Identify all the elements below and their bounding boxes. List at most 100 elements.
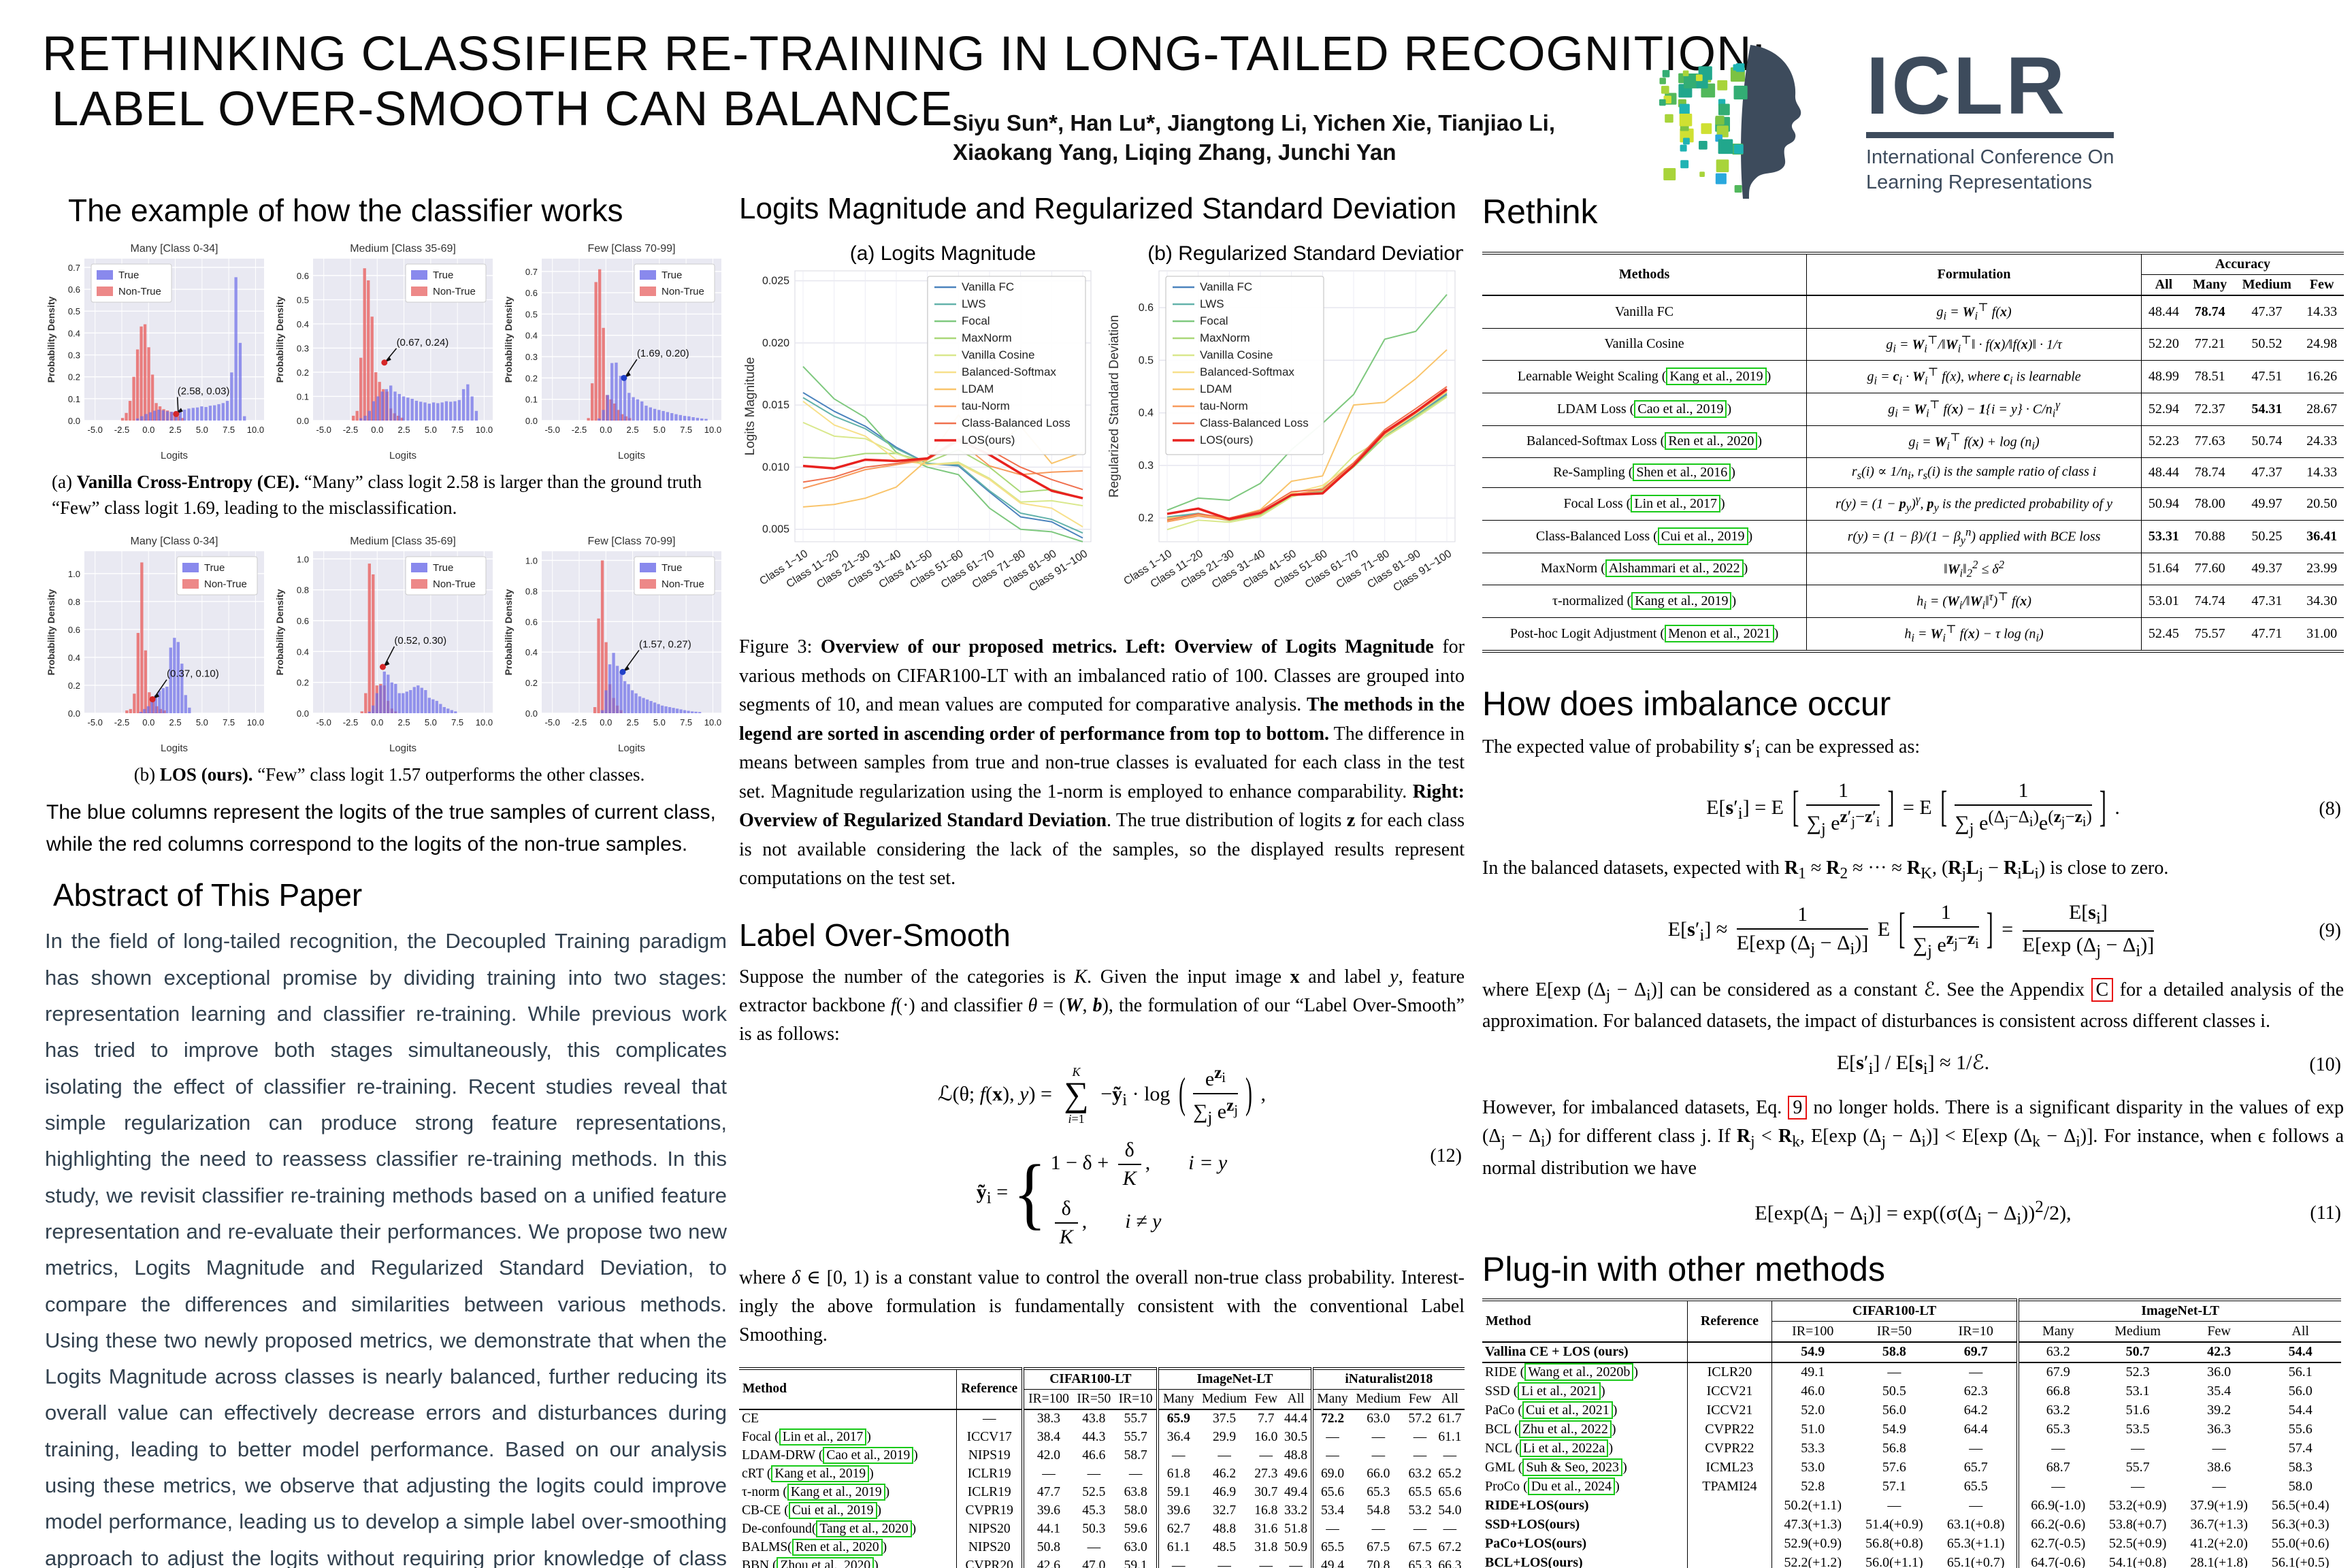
svg-text:0.8: 0.8 — [68, 596, 80, 606]
table-cell — [1686, 1553, 1772, 1568]
table-cell: RIDE+LOS(ours) — [1485, 1498, 1589, 1514]
svg-text:0.0: 0.0 — [68, 416, 80, 426]
table-cell: — — [2016, 1477, 2097, 1497]
svg-text:0.0: 0.0 — [525, 708, 538, 719]
table-cell: 46.0 — [1771, 1382, 1854, 1401]
right-column: Rethink Methods Formulation Accuracy All Man… — [1482, 192, 2344, 1568]
svg-text:5.0: 5.0 — [425, 425, 437, 435]
table-row: SSD (Li et al., 2021) ICCV21 46.0 50.5 62.3 6… — [1482, 1382, 2341, 1401]
svg-text:-5.0: -5.0 — [316, 425, 331, 435]
table-cell: 50.9 — [1284, 1540, 1308, 1555]
table-cell: — — [1969, 1441, 1983, 1456]
table-cell: 65.6 — [1310, 1483, 1352, 1502]
table-cell: Class-Balanced Loss (Cui et al., 2019) — [1482, 519, 1807, 553]
table-cell: gi = ci · Wi⊤ f(x), where ci is learnabl… — [1806, 360, 2142, 393]
histogram-chart: 0.0 0.2 0.4 0.6 0.8 1.0 -5.0 -2.5 0.0 2.5 5.0 7.5 10… — [503, 536, 721, 754]
table-cell: 53.8(+0.7) — [2108, 1517, 2167, 1533]
table-cell: 77.60 — [2185, 552, 2234, 585]
svg-text:2.5: 2.5 — [169, 425, 182, 435]
table-cell: CVPR22 — [1686, 1439, 1772, 1458]
table-cell: 55.7 — [2125, 1460, 2150, 1475]
table-cell: — — [1443, 1522, 1457, 1537]
svg-text:(1.57, 0.27): (1.57, 0.27) — [639, 638, 691, 650]
table-cell: 20.50 — [2300, 487, 2344, 521]
table-cell: 30.5 — [1284, 1430, 1308, 1445]
svg-text:Few [Class 70-99]: Few [Class 70-99] — [588, 243, 676, 255]
table-cell: — — [2131, 1479, 2145, 1494]
table-cell: 72.37 — [2185, 392, 2234, 426]
plugin-table: Method Reference CIFAR100-LT ImageNet-LT IR=… — [1482, 1298, 2341, 1568]
table-cell: SSD (Li et al., 2021) — [1485, 1382, 1605, 1401]
svg-text:LDAM: LDAM — [962, 382, 994, 395]
equation-12-loss: ℒ(θ; f(x), y) = K ∑ i=1 −ỹi · log (ezi ∑j e… — [937, 1063, 1267, 1127]
table-row: Balanced-Softmax Loss (Ren et al., 2020)… — [1482, 425, 2344, 458]
table-cell: 54.0 — [1438, 1503, 1462, 1518]
table-cell: NIPS20 — [956, 1520, 1024, 1539]
table-row: cRT (Kang et al., 2019) ICLR19— — —61.8 46.2… — [739, 1465, 1465, 1484]
table-cell: 53.5 — [2125, 1422, 2150, 1437]
table-cell: 47.0 — [1082, 1558, 1106, 1568]
table-cell: cRT (Kang et al., 2019) — [742, 1465, 874, 1483]
svg-text:0.8: 0.8 — [525, 586, 538, 596]
table-cell: NCL (Li et al., 2022a) — [1485, 1439, 1614, 1458]
table-cell: ICCV21 — [1686, 1382, 1772, 1401]
table-cell: 54.9 — [1771, 1341, 1854, 1363]
table-cell: 41.2(+2.0) — [2190, 1536, 2248, 1552]
svg-text:0.015: 0.015 — [762, 399, 789, 411]
svg-text:(a) Logits Magnitude: (a) Logits Magnitude — [850, 242, 1036, 265]
svg-text:7.5: 7.5 — [680, 425, 692, 435]
table-cell: 46.9 — [1213, 1485, 1237, 1500]
section-title-metrics: Logits Magnitude and Regularized Standar… — [739, 192, 1457, 225]
table-cell: — — [1310, 1428, 1352, 1447]
svg-text:2.5: 2.5 — [169, 717, 182, 728]
svg-text:Vanilla FC: Vanilla FC — [962, 280, 1014, 293]
svg-text:True: True — [662, 562, 682, 574]
table-cell: 74.74 — [2185, 585, 2234, 618]
table-cell: 39.6 — [1156, 1501, 1198, 1520]
column-header: IR=100 — [1771, 1321, 1854, 1342]
table-cell: Re-Sampling (Shen et al., 2016) — [1482, 457, 1807, 488]
svg-text:(2.58, 0.03): (2.58, 0.03) — [178, 385, 230, 397]
svg-text:7.5: 7.5 — [451, 717, 463, 728]
equation-8: E[s′i] = E [1 ∑j ez′j−z′i] = E [1 ∑j e(Δj−… — [1706, 779, 2341, 839]
table-cell: 52.8 — [1771, 1477, 1854, 1497]
column-header: iNaturalist2018 — [1310, 1368, 1465, 1390]
table-cell: 51.8 — [1284, 1522, 1308, 1537]
table-cell: 36.0 — [2207, 1365, 2232, 1380]
table-cell: — — [1128, 1467, 1143, 1482]
histogram-chart: 0.0 0.1 0.2 0.3 0.4 0.5 0.6 0.7 -5.0 -2.5 0.0 2.5 5.… — [46, 243, 264, 461]
table-cell: 66.0 — [1367, 1467, 1390, 1482]
table-cell: ICCV21 — [1686, 1401, 1772, 1420]
table-cell: — — [1887, 1365, 1901, 1380]
table-cell: 48.8 — [1284, 1448, 1308, 1463]
column-header: CIFAR100-LT — [1771, 1299, 2019, 1322]
table-cell: 48.44 — [2140, 457, 2186, 488]
svg-text:5.0: 5.0 — [425, 717, 437, 728]
svg-text:5.0: 5.0 — [196, 425, 208, 435]
table-cell: 52.2(+1.2) — [1771, 1553, 1854, 1568]
table-cell: 16.0 — [1254, 1430, 1278, 1445]
table-cell: 52.20 — [2140, 327, 2186, 361]
table-cell: 38.6 — [2207, 1460, 2232, 1475]
table-cell: 47.3(+1.3) — [1771, 1515, 1854, 1535]
table-cell: — — [1259, 1448, 1273, 1463]
svg-text:Vanilla FC: Vanilla FC — [1200, 280, 1252, 293]
svg-text:0.6: 0.6 — [297, 616, 309, 626]
table-cell: 36.4 — [1156, 1428, 1198, 1447]
table-cell: 66.2(-0.6) — [2016, 1515, 2097, 1535]
table-cell: — — [1969, 1498, 1983, 1514]
table-cell: 53.2(+0.9) — [2108, 1498, 2167, 1514]
table-cell: 77.63 — [2185, 425, 2234, 458]
svg-text:-5.0: -5.0 — [88, 425, 103, 435]
svg-text:Non-True: Non-True — [204, 578, 247, 590]
table-cell: τ-norm (Kang et al., 2019) — [742, 1484, 890, 1501]
svg-text:0.4: 0.4 — [525, 331, 538, 341]
table-cell: 55.7 — [1124, 1411, 1147, 1426]
table-cell: BALMS(Ren et al., 2020) — [742, 1539, 887, 1556]
svg-text:Medium [Class 35-69]: Medium [Class 35-69] — [350, 243, 456, 255]
table-cell: — — [1887, 1498, 1901, 1514]
table-cell: 52.23 — [2140, 425, 2186, 458]
table-cell: r(y) = (1 − β)/(1 − βyn) applied with BC… — [1806, 519, 2142, 553]
table-cell: 64.7(-0.6) — [2016, 1553, 2097, 1568]
table-cell: 61.8 — [1156, 1465, 1198, 1484]
